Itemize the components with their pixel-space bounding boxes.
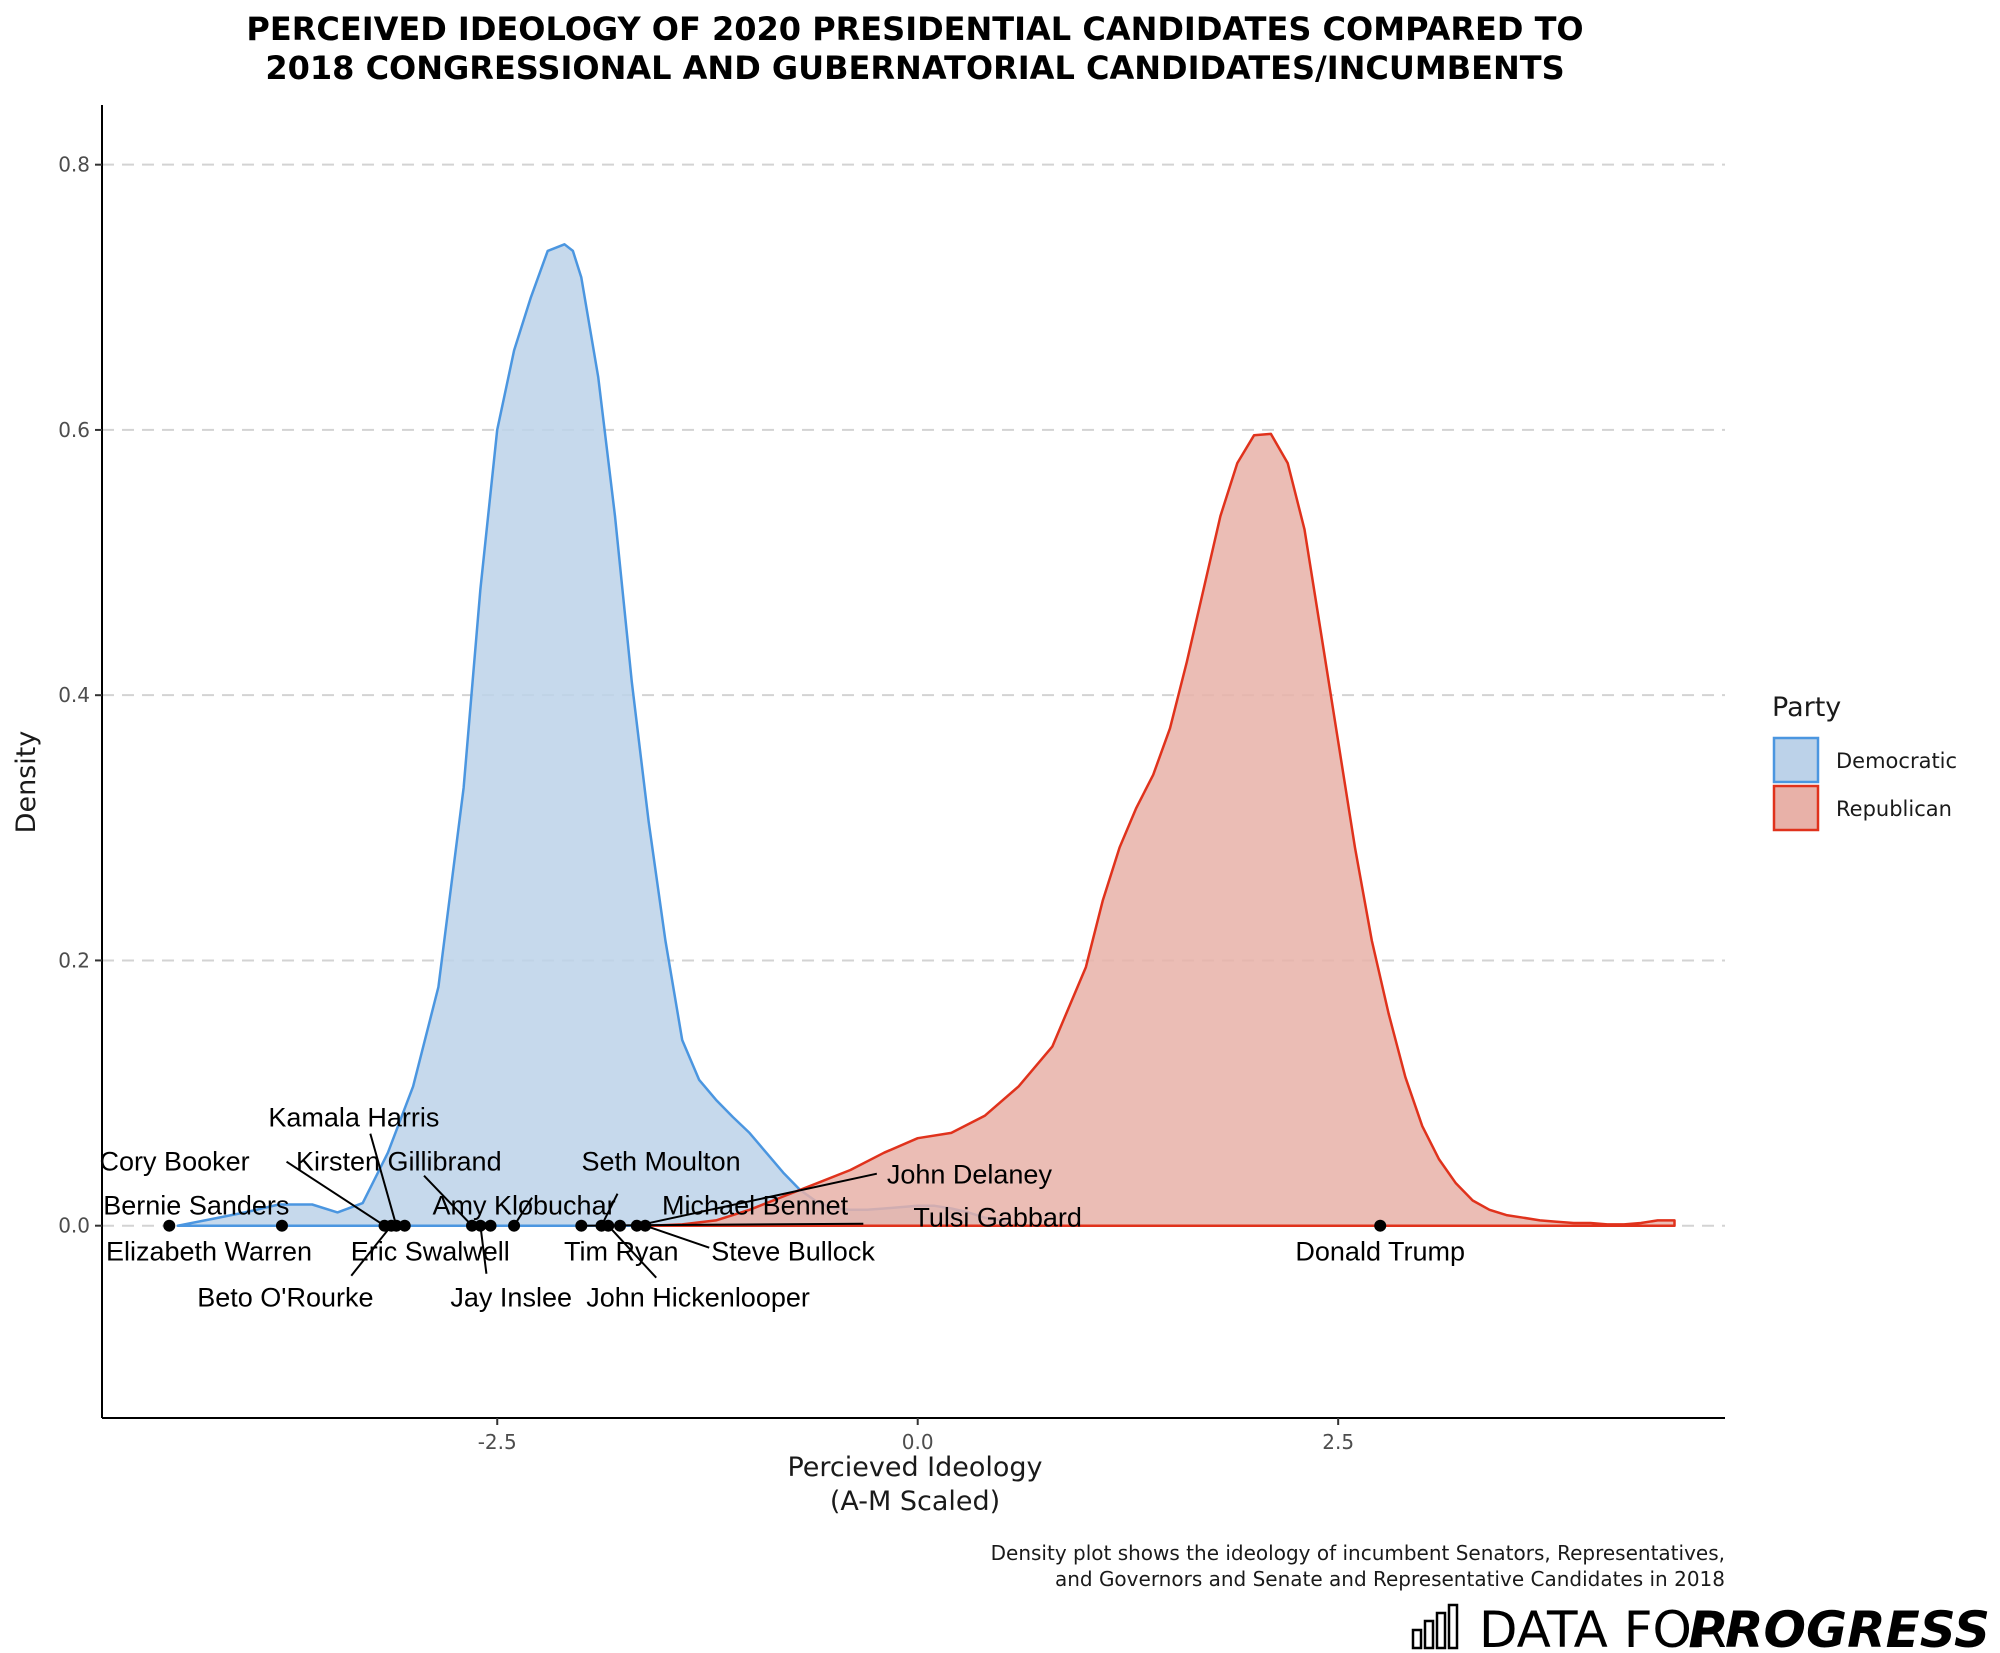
label-leader-line <box>513 1197 533 1227</box>
candidate-point <box>484 1219 497 1232</box>
brand-wordmark-light: DATA FOR <box>1479 1601 1727 1653</box>
candidate-label: Elizabeth Warren <box>106 1237 312 1267</box>
y-tick-label: 0.8 <box>58 153 90 177</box>
legend-title: Party <box>1772 692 1841 723</box>
label-leader-line <box>369 1133 398 1226</box>
density-areas <box>176 243 1676 1227</box>
label-leader-line <box>581 1222 864 1227</box>
label-leader-line <box>636 1172 878 1227</box>
x-axis-title-line-1: Percieved Ideology <box>787 1452 1042 1483</box>
caption-line-2: and Governors and Senate and Representat… <box>1055 1567 1725 1591</box>
candidate-point <box>163 1219 176 1232</box>
candidate-label: Amy Klobuchar <box>433 1191 616 1221</box>
label-leader-line <box>350 1225 393 1277</box>
legend-key-democratic <box>1772 736 1820 784</box>
density-area-democratic <box>176 243 1012 1227</box>
chart-title-line-2: 2018 CONGRESSIONAL AND GUBERNATORIAL CAN… <box>265 49 1564 87</box>
candidate-point <box>275 1219 288 1232</box>
legend-label-republican: Republican <box>1836 797 1952 821</box>
brand-wordmark-bold: PROGRESS <box>1688 1601 1990 1653</box>
candidate-point <box>1374 1219 1387 1232</box>
candidate-label: Kamala Harris <box>268 1103 439 1133</box>
chart-title-line-1: PERCEIVED IDEOLOGY OF 2020 PRESIDENTIAL … <box>246 10 1583 48</box>
axis-ticks: 0.0 0.2 0.4 0.6 0.8 -2.5 0.0 2.5 <box>58 153 1354 1454</box>
label-leader-line <box>423 1174 473 1227</box>
candidate-label: Tim Ryan <box>564 1237 679 1267</box>
candidate-label: Beto O'Rourke <box>197 1283 373 1313</box>
label-leader-line <box>600 1193 619 1227</box>
y-tick-label: 0.2 <box>58 948 90 972</box>
label-leader-line <box>479 1225 488 1274</box>
candidate-label: John Hickenlooper <box>586 1283 810 1313</box>
x-tick-label: 2.5 <box>1322 1430 1354 1454</box>
gridlines <box>102 163 1725 1227</box>
y-tick-label: 0.4 <box>58 683 90 707</box>
y-tick-label: 0.6 <box>58 418 90 442</box>
candidate-label: Jay Inslee <box>450 1283 572 1313</box>
density-area-republican <box>647 432 1676 1227</box>
caption-line-1: Density plot shows the ideology of incum… <box>991 1541 1725 1565</box>
x-tick-label: -2.5 <box>478 1430 517 1454</box>
candidate-label: Bernie Sanders <box>103 1191 289 1221</box>
label-leader-line <box>286 1160 386 1227</box>
legend-key-republican <box>1772 784 1820 832</box>
x-tick-label: 0.0 <box>902 1430 934 1454</box>
legend-label-democratic: Democratic <box>1836 749 1957 773</box>
y-axis-title: Density <box>11 731 42 834</box>
candidate-label: Steve Bullock <box>711 1237 875 1267</box>
candidate-label: Seth Moulton <box>582 1147 741 1177</box>
candidate-label: Cory Booker <box>100 1147 250 1177</box>
candidate-label: John Delaney <box>887 1160 1053 1190</box>
label-leader-line <box>607 1225 657 1279</box>
y-tick-label: 0.0 <box>58 1214 90 1238</box>
candidate-label: Kirsten Gillibrand <box>296 1147 502 1177</box>
x-axis-title-line-2: (A-M Scaled) <box>830 1486 1000 1517</box>
bar-chart-logo-icon <box>1411 1603 1459 1650</box>
candidate-label: Donald Trump <box>1295 1237 1465 1267</box>
candidate-label: Michael Bennet <box>662 1191 849 1221</box>
label-leader-line <box>644 1224 710 1249</box>
candidate-labels: Bernie Sanders Elizabeth Warren Cory Booke… <box>100 1103 1465 1313</box>
candidate-point <box>398 1219 411 1232</box>
candidate-label: Tulsi Gabbard <box>913 1203 1082 1233</box>
